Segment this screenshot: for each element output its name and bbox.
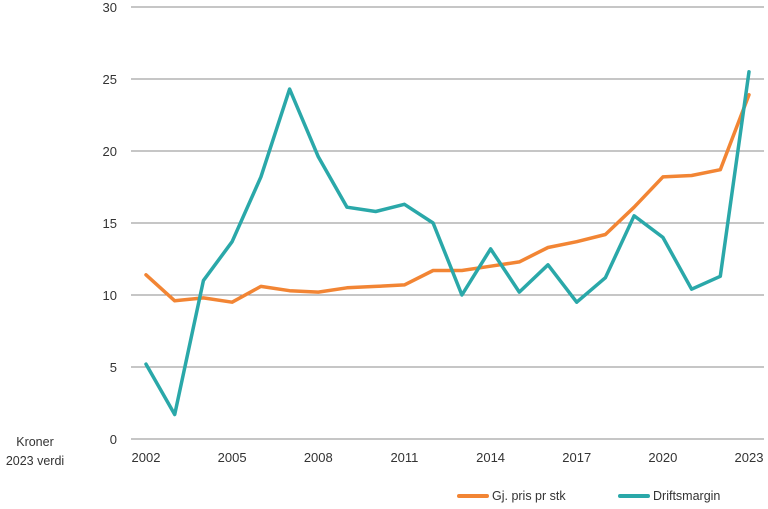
series-line-1 <box>144 70 751 417</box>
x-tick-label-2008: 2008 <box>304 450 333 465</box>
y-axis-label-line-2: 2023 verdi <box>6 454 64 468</box>
x-tick-label-2023: 2023 <box>735 450 764 465</box>
x-tick-label-2002: 2002 <box>132 450 161 465</box>
x-tick-label-2017: 2017 <box>562 450 591 465</box>
legend-label-driftsmargin: Driftsmargin <box>653 489 720 503</box>
y-axis-label: Kroner 2023 verdi <box>6 435 64 468</box>
y-tick-label-15: 15 <box>103 216 117 231</box>
series-line-0 <box>144 93 751 304</box>
y-tick-label-30: 30 <box>103 0 117 15</box>
legend: Gj. pris pr stk Driftsmargin <box>457 489 720 503</box>
x-axis-ticks: 2002 2005 2008 2011 2014 2017 2020 2023 <box>132 450 764 465</box>
y-tick-label-0: 0 <box>110 432 117 447</box>
y-tick-label-10: 10 <box>103 288 117 303</box>
x-tick-label-2005: 2005 <box>218 450 247 465</box>
series-lines <box>144 70 751 417</box>
x-tick-label-2011: 2011 <box>390 450 418 465</box>
x-tick-label-2020: 2020 <box>648 450 677 465</box>
y-tick-label-5: 5 <box>110 360 117 375</box>
legend-label-gj-pris: Gj. pris pr stk <box>492 489 566 503</box>
y-tick-label-25: 25 <box>103 72 117 87</box>
y-axis-ticks: 0 5 10 15 20 25 30 <box>103 0 117 447</box>
y-axis-label-line-1: Kroner <box>16 435 54 449</box>
x-tick-label-2014: 2014 <box>476 450 505 465</box>
y-tick-label-20: 20 <box>103 144 117 159</box>
gridlines <box>131 6 764 440</box>
